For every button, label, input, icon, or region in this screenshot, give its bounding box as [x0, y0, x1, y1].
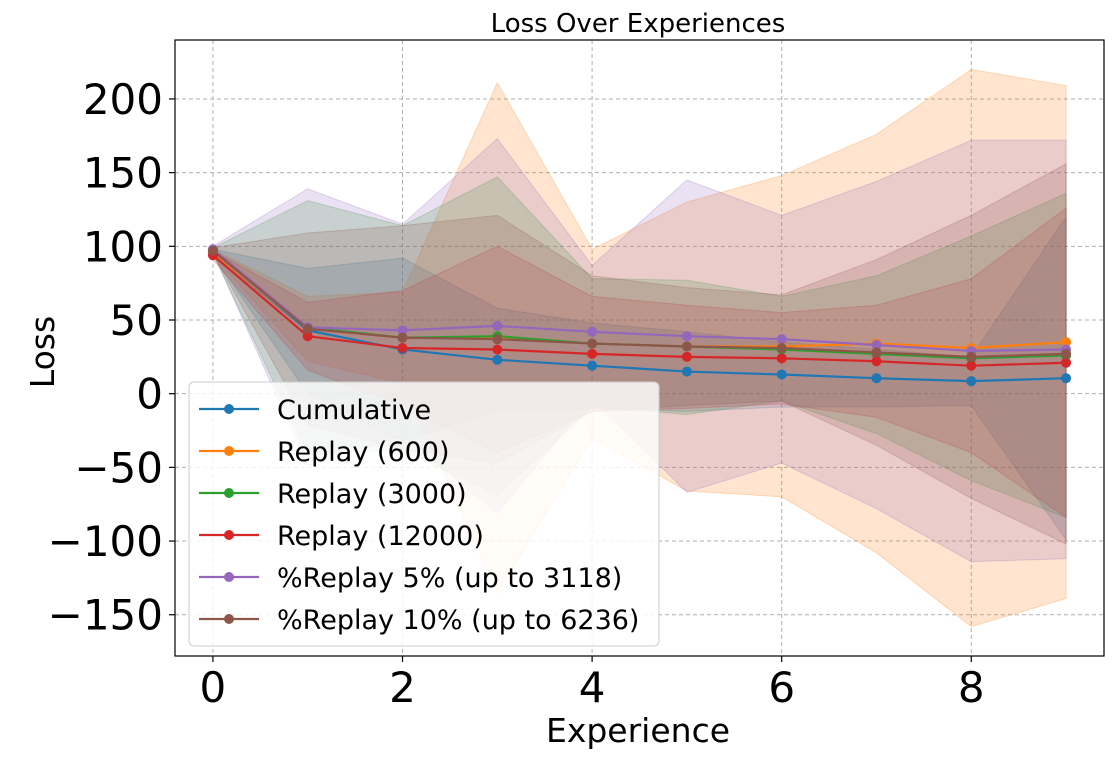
data-point — [966, 376, 977, 387]
x-tick-label: 0 — [200, 663, 227, 712]
y-tick-label: 200 — [83, 75, 163, 124]
series-line-5 — [212, 249, 1067, 358]
data-point — [302, 331, 313, 342]
x-tick-label: 8 — [958, 663, 985, 712]
data-point — [871, 347, 882, 358]
data-point — [1061, 337, 1072, 348]
legend-marker — [224, 488, 234, 498]
data-point — [966, 360, 977, 371]
data-point — [302, 323, 313, 334]
legend-entry: %Replay 5% (up to 3118) — [277, 563, 622, 594]
data-point — [207, 245, 218, 256]
y-tick-label: −150 — [48, 591, 163, 640]
data-point — [681, 366, 692, 377]
x-axis-label: Experience — [546, 711, 730, 750]
y-axis-ticks: −150 −100 −50 0 50 100 150 200 — [48, 75, 175, 640]
data-point — [397, 325, 408, 336]
series-lines — [212, 248, 1067, 383]
legend-marker — [224, 446, 234, 456]
data-point — [397, 332, 408, 343]
series-markers — [207, 244, 1072, 387]
x-tick-label: 6 — [768, 663, 795, 712]
data-point — [681, 351, 692, 362]
y-tick-label: 0 — [136, 370, 163, 419]
x-tick-label: 2 — [389, 663, 416, 712]
data-point — [871, 373, 882, 384]
data-point — [966, 351, 977, 362]
legend-entry: Replay (12000) — [277, 521, 484, 552]
data-point — [871, 356, 882, 367]
data-point — [492, 320, 503, 331]
y-tick-label: 100 — [83, 222, 163, 271]
data-point — [1061, 357, 1072, 368]
data-point — [1061, 373, 1072, 384]
series-line-3 — [212, 254, 1067, 367]
data-point — [492, 334, 503, 345]
legend-marker — [224, 530, 234, 540]
y-tick-label: 50 — [110, 296, 163, 345]
legend-entry: %Replay 10% (up to 6236) — [277, 605, 639, 636]
legend-marker — [224, 572, 234, 582]
data-point — [492, 354, 503, 365]
legend-box — [188, 381, 660, 647]
data-point — [492, 344, 503, 355]
legend-entry: Replay (3000) — [277, 479, 467, 510]
y-tick-label: −100 — [48, 517, 163, 566]
data-point — [776, 369, 787, 380]
y-tick-label: −50 — [74, 443, 163, 492]
series-line-4 — [212, 248, 1067, 353]
legend-entry: Cumulative — [277, 395, 431, 426]
x-axis-ticks: 0 2 4 6 8 — [200, 656, 985, 712]
data-point — [397, 343, 408, 353]
data-point — [587, 338, 598, 349]
data-point — [776, 343, 787, 353]
data-point — [681, 331, 692, 342]
data-point — [587, 326, 598, 337]
x-tick-label: 4 — [579, 663, 606, 712]
legend-marker — [224, 614, 234, 624]
plot-frame — [174, 39, 1105, 657]
data-point — [871, 340, 882, 351]
data-point — [1061, 348, 1072, 359]
data-point — [776, 334, 787, 345]
data-point — [681, 341, 692, 352]
legend-entry: Replay (600) — [277, 437, 450, 468]
series-line-0 — [212, 251, 1067, 383]
data-point — [776, 353, 787, 364]
y-axis-label: Loss — [23, 316, 62, 388]
data-point — [587, 360, 598, 371]
chart-title: Loss Over Experiences — [491, 9, 786, 39]
legend-marker — [224, 404, 234, 414]
y-tick-label: 150 — [83, 149, 163, 198]
legend: Cumulative Replay (600) Replay (3000) Repla… — [188, 381, 660, 647]
data-point — [587, 348, 598, 359]
